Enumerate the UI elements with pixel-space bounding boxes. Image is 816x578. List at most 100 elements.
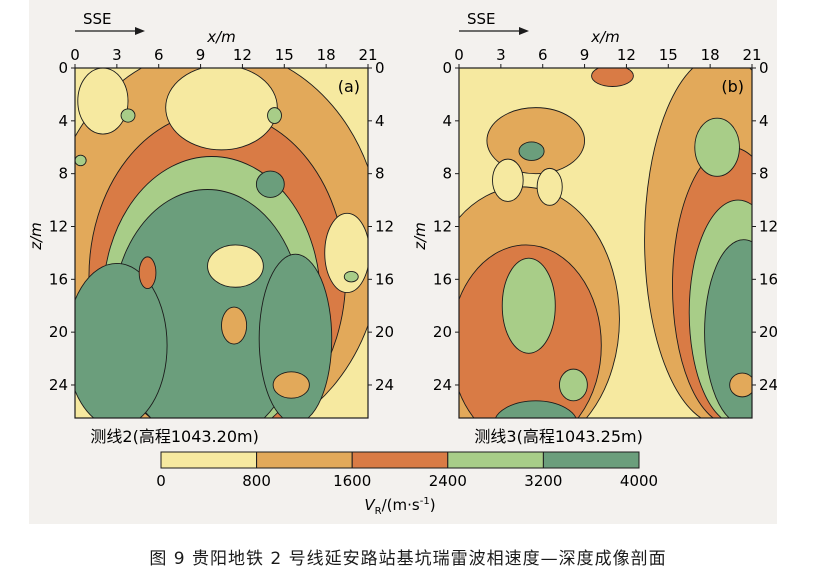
y-tick-label-left: 16 — [433, 270, 452, 288]
contour-region-band-0 — [77, 68, 129, 135]
x-tick-label: 9 — [580, 46, 590, 64]
contour-region-band-0 — [536, 167, 563, 206]
direction-label: SSE — [83, 10, 112, 28]
y-tick-label-left: 20 — [433, 323, 452, 341]
x-axis-label: x/m — [206, 28, 236, 46]
contour-bodies — [459, 68, 752, 418]
y-tick-label-right: 24 — [759, 376, 777, 394]
panel-label: (b) — [721, 77, 744, 96]
y-axis-label: z/m — [29, 222, 45, 251]
contour-region-band-3 — [694, 117, 740, 177]
y-tick-label-right: 24 — [375, 376, 394, 394]
y-tick-label-left: 0 — [58, 59, 68, 77]
y-tick-label-left: 4 — [58, 112, 68, 130]
x-tick-label: 12 — [617, 46, 636, 64]
direction-label: SSE — [467, 10, 496, 28]
survey-line-label: 测线3(高程1043.25m) — [474, 427, 642, 446]
x-tick-label: 3 — [496, 46, 506, 64]
x-tick-label: 0 — [70, 46, 80, 64]
contour-region-band-1 — [486, 107, 586, 175]
plot-frame — [74, 67, 369, 419]
x-tick-label: 12 — [233, 46, 252, 64]
y-tick-label-right: 16 — [759, 270, 777, 288]
y-axis-label: z/m — [411, 222, 429, 251]
colorbar-tick-label: 0 — [156, 472, 166, 490]
x-axis-label: x/m — [590, 28, 620, 46]
colorbar-swatch — [447, 451, 544, 469]
x-tick-label: 21 — [742, 46, 761, 64]
colorbar-tick-label: 800 — [242, 472, 271, 490]
contour-region-band-0 — [165, 68, 278, 151]
y-tick-label-left: 16 — [49, 270, 68, 288]
figure-caption: 图 9 贵阳地铁 2 号线延安路站基坑瑞雷波相速度—深度成像剖面 — [149, 549, 667, 569]
contour-region-band-3 — [75, 154, 87, 167]
y-tick-label-left: 24 — [49, 376, 68, 394]
contour-region-band-1 — [729, 372, 752, 398]
colorbar-swatch — [160, 451, 258, 469]
contour-region-band-4 — [255, 170, 285, 198]
y-tick-label-left: 20 — [49, 323, 68, 341]
contour-region-band-1 — [221, 306, 248, 345]
y-tick-label-left: 0 — [442, 59, 452, 77]
x-tick-label: 15 — [659, 46, 678, 64]
colorbar-tick-label: 3200 — [524, 472, 562, 490]
contour-region-band-4 — [518, 141, 545, 161]
x-tick-label: 0 — [454, 46, 464, 64]
contour-bodies — [75, 68, 368, 418]
x-tick-label: 21 — [358, 46, 377, 64]
contour-region-band-2 — [138, 256, 157, 290]
x-tick-label: 15 — [275, 46, 294, 64]
direction-arrow-head — [135, 27, 145, 35]
x-tick-label: 9 — [196, 46, 206, 64]
x-tick-label: 6 — [538, 46, 548, 64]
colorbar-tick-label: 4000 — [620, 472, 658, 490]
contour-region-band-0 — [324, 212, 368, 293]
colorbar: 0 800 1600 2400 3200 4000 VR/(m·s-1) — [156, 451, 658, 517]
y-tick-label-right: 8 — [759, 165, 769, 183]
contour-region-band-3 — [267, 107, 282, 124]
colorbar-swatch — [351, 451, 449, 469]
plot-frame — [458, 67, 753, 419]
y-tick-label-left: 12 — [49, 217, 68, 235]
contour-region-band-4 — [75, 263, 168, 418]
survey-line-label: 测线2(高程1043.20m) — [90, 427, 258, 446]
contour-region-band-3 — [343, 270, 359, 283]
y-tick-label-right: 4 — [375, 112, 385, 130]
colorbar-swatch — [256, 451, 353, 469]
colorbar-tick-label: 1600 — [333, 472, 371, 490]
y-tick-label-right: 0 — [375, 59, 385, 77]
contour-region-band-4 — [495, 400, 577, 418]
y-tick-label-right: 20 — [375, 323, 394, 341]
y-tick-label-left: 8 — [442, 165, 452, 183]
y-tick-label-left: 8 — [58, 165, 68, 183]
direction-arrow-head — [519, 27, 529, 35]
contour-region-band-3 — [501, 257, 556, 354]
figure-panel: 0 3 6 9 12 15 18 21 x/m SSE 0 0 4 4 8 8 12 12 16 16 20 20 24 24… — [27, 0, 778, 524]
contour-region-band-0 — [492, 158, 524, 202]
x-tick-label: 3 — [112, 46, 122, 64]
x-tick-label: 6 — [154, 46, 164, 64]
panel-label: (a) — [338, 77, 360, 96]
colorbar-label: VR/(m·s-1) — [364, 496, 435, 517]
contour-region-band-0 — [207, 244, 264, 288]
colorbar-swatch — [542, 451, 640, 469]
y-tick-label-right: 16 — [375, 270, 394, 288]
y-tick-label-left: 12 — [433, 217, 452, 235]
y-tick-label-left: 4 — [442, 112, 452, 130]
y-tick-label-right: 4 — [759, 112, 769, 130]
x-tick-label: 18 — [701, 46, 720, 64]
contour-region-band-3 — [120, 108, 136, 123]
contour-region-band-2 — [591, 68, 634, 87]
y-tick-label-right: 8 — [375, 165, 385, 183]
y-tick-label-right: 12 — [759, 217, 777, 235]
x-tick-label: 18 — [317, 46, 336, 64]
y-tick-label-right: 12 — [375, 217, 394, 235]
contour-region-band-3 — [559, 368, 588, 402]
contour-region-band-1 — [272, 371, 310, 399]
y-tick-label-left: 24 — [433, 376, 452, 394]
colorbar-tick-label: 2400 — [429, 472, 467, 490]
y-tick-label-right: 20 — [759, 323, 777, 341]
